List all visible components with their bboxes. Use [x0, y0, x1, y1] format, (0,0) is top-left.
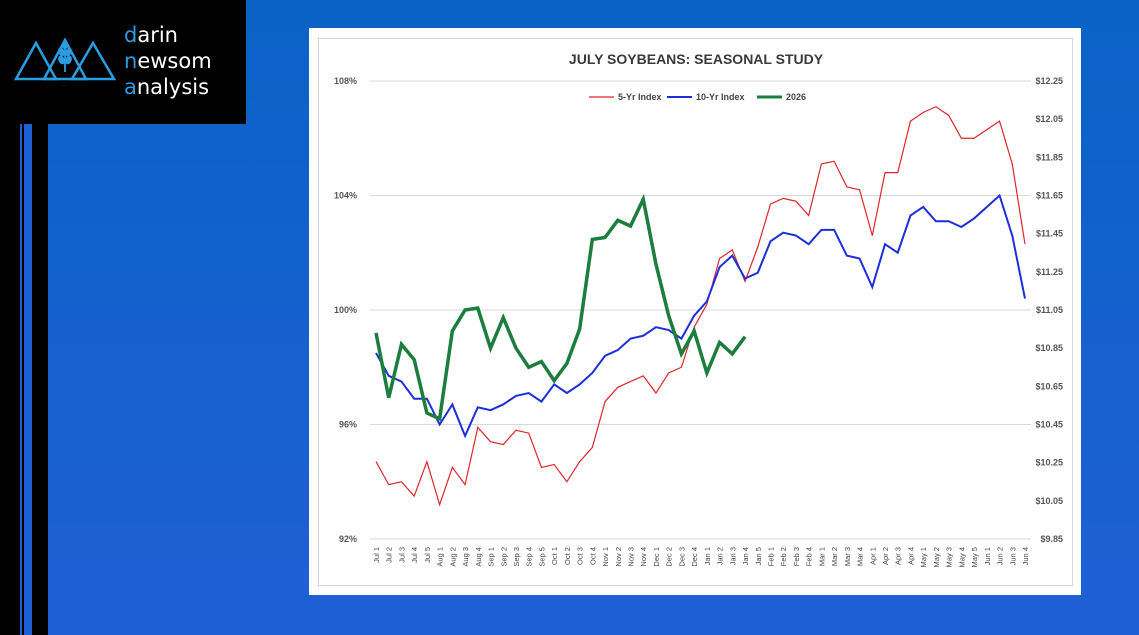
seasonal-chart: JULY SOYBEANS: SEASONAL STUDY 92% 96% 100%…: [334, 51, 1063, 567]
x-tick-label: Jul 1: [372, 547, 381, 563]
chart-panel: JULY SOYBEANS: SEASONAL STUDY 92% 96% 100%…: [309, 28, 1081, 595]
legend-label: 10-Yr Index: [696, 92, 745, 102]
x-tick-label: Sep 3: [512, 547, 521, 567]
x-tick-label: Jan 4: [741, 547, 750, 565]
x-tick-label: Nov 1: [601, 547, 610, 567]
x-tick-label: Nov 3: [627, 547, 636, 567]
right-tick-label: $11.65: [1036, 191, 1063, 201]
x-tick-label: Jul 3: [397, 547, 406, 563]
x-tick-label: Feb 4: [805, 547, 814, 566]
x-tick-label: Jan 3: [728, 547, 737, 565]
right-tick-label: $11.25: [1036, 267, 1063, 277]
x-tick-label: Jun 1: [983, 547, 992, 565]
x-tick-label: Jan 2: [716, 547, 725, 565]
left-tick-label: 100%: [334, 305, 357, 315]
x-tick-label: Dec 1: [652, 547, 661, 567]
x-tick-label: Jun 2: [996, 547, 1005, 565]
x-tick-label: May 4: [957, 547, 966, 567]
left-tick-label: 104%: [334, 191, 357, 201]
x-tick-label: Jul 4: [410, 547, 419, 563]
x-tick-label: May 2: [932, 547, 941, 567]
right-tick-label: $10.05: [1035, 496, 1063, 506]
left-tick-label: 96%: [339, 420, 357, 430]
x-tick-label: Jul 5: [423, 547, 432, 563]
x-tick-label: Oct 1: [550, 547, 559, 565]
x-tick-label: May 1: [919, 547, 928, 567]
brand-logo: darin newsom analysis: [0, 0, 246, 124]
chart-title: JULY SOYBEANS: SEASONAL STUDY: [569, 51, 824, 67]
decor-stripe-3: [34, 124, 48, 635]
brand-line-2-rest: ewsom: [137, 49, 212, 73]
x-tick-label: Feb 2: [779, 547, 788, 566]
x-tick-label: Oct 4: [588, 547, 597, 565]
brand-line-1-accent: d: [124, 23, 138, 47]
x-tick-label: Apr 4: [906, 547, 915, 565]
x-tick-label: Jun 3: [1008, 547, 1017, 565]
decor-stripe-line-1: [22, 124, 24, 635]
x-tick-label: Sep 2: [499, 547, 508, 567]
x-tick-label: Apr 1: [868, 547, 877, 565]
x-tick-label: Jan 1: [703, 547, 712, 565]
right-tick-label: $11.05: [1036, 305, 1063, 315]
x-tick-label: Dec 2: [665, 547, 674, 567]
x-tick-label: Feb 1: [766, 547, 775, 566]
right-tick-label: $11.45: [1036, 229, 1063, 239]
wheat-mountain-icon: [13, 37, 117, 81]
left-tick-label: 108%: [334, 76, 357, 86]
x-tick-label: Oct 2: [563, 547, 572, 565]
x-tick-label: Apr 2: [881, 547, 890, 565]
x-tick-label: Nov 4: [639, 547, 648, 567]
x-tick-label: May 3: [945, 547, 954, 567]
x-tick-label: Mar 3: [843, 547, 852, 566]
series-line-10-yr-index: [375, 193, 1026, 439]
x-tick-label: Sep 5: [537, 547, 546, 567]
x-tick-label: Jul 2: [385, 547, 394, 563]
brand-line-1: darin: [124, 22, 212, 48]
right-tick-label: $11.85: [1036, 152, 1063, 162]
left-tick-label: 92%: [339, 534, 357, 544]
x-tick-label: Nov 2: [614, 547, 623, 567]
x-tick-label: Mar 2: [830, 547, 839, 566]
x-tick-label: Jan 5: [754, 547, 763, 565]
right-tick-label: $10.85: [1035, 343, 1063, 353]
right-tick-label: $12.25: [1035, 76, 1063, 86]
x-tick-label: Dec 3: [677, 547, 686, 567]
brand-line-2-accent: n: [124, 49, 138, 73]
x-tick-label: Aug 4: [474, 547, 483, 567]
right-tick-label: $10.25: [1035, 458, 1063, 468]
x-tick-label: Mar 4: [856, 547, 865, 566]
x-tick-label: Aug 1: [436, 547, 445, 567]
x-tick-label: Sep 4: [525, 547, 534, 567]
legend-label: 5-Yr Index: [618, 92, 662, 102]
right-tick-label: $12.05: [1035, 114, 1063, 124]
brand-line-2: newsom: [124, 48, 212, 74]
brand-name: darin newsom analysis: [124, 22, 212, 100]
x-tick-label: Apr 3: [894, 547, 903, 565]
series-line-2026: [374, 193, 747, 422]
decor-stripe-1: [0, 124, 20, 635]
x-tick-label: Dec 4: [690, 547, 699, 567]
x-tick-label: Aug 3: [461, 547, 470, 567]
brand-line-3-accent: a: [124, 75, 137, 99]
decor-stripe-line-2: [32, 124, 34, 635]
right-tick-label: $9.85: [1040, 534, 1063, 544]
x-tick-label: Sep 1: [487, 547, 496, 567]
brand-line-1-rest: arin: [137, 23, 178, 47]
legend-label: 2026: [786, 92, 806, 102]
x-tick-label: Mar 1: [817, 547, 826, 566]
chart-frame: JULY SOYBEANS: SEASONAL STUDY 92% 96% 100%…: [318, 38, 1073, 586]
brand-line-3: analysis: [124, 74, 212, 100]
right-tick-label: $10.45: [1035, 420, 1063, 430]
series-line-5-yr-index: [375, 106, 1026, 507]
x-tick-label: May 5: [970, 547, 979, 567]
x-tick-label: Oct 3: [576, 547, 585, 565]
x-tick-label: Feb 3: [792, 547, 801, 566]
right-tick-label: $10.65: [1035, 381, 1063, 391]
x-tick-label: Jun 4: [1021, 547, 1030, 565]
x-tick-label: Aug 2: [448, 547, 457, 567]
brand-line-3-rest: nalysis: [136, 75, 210, 99]
